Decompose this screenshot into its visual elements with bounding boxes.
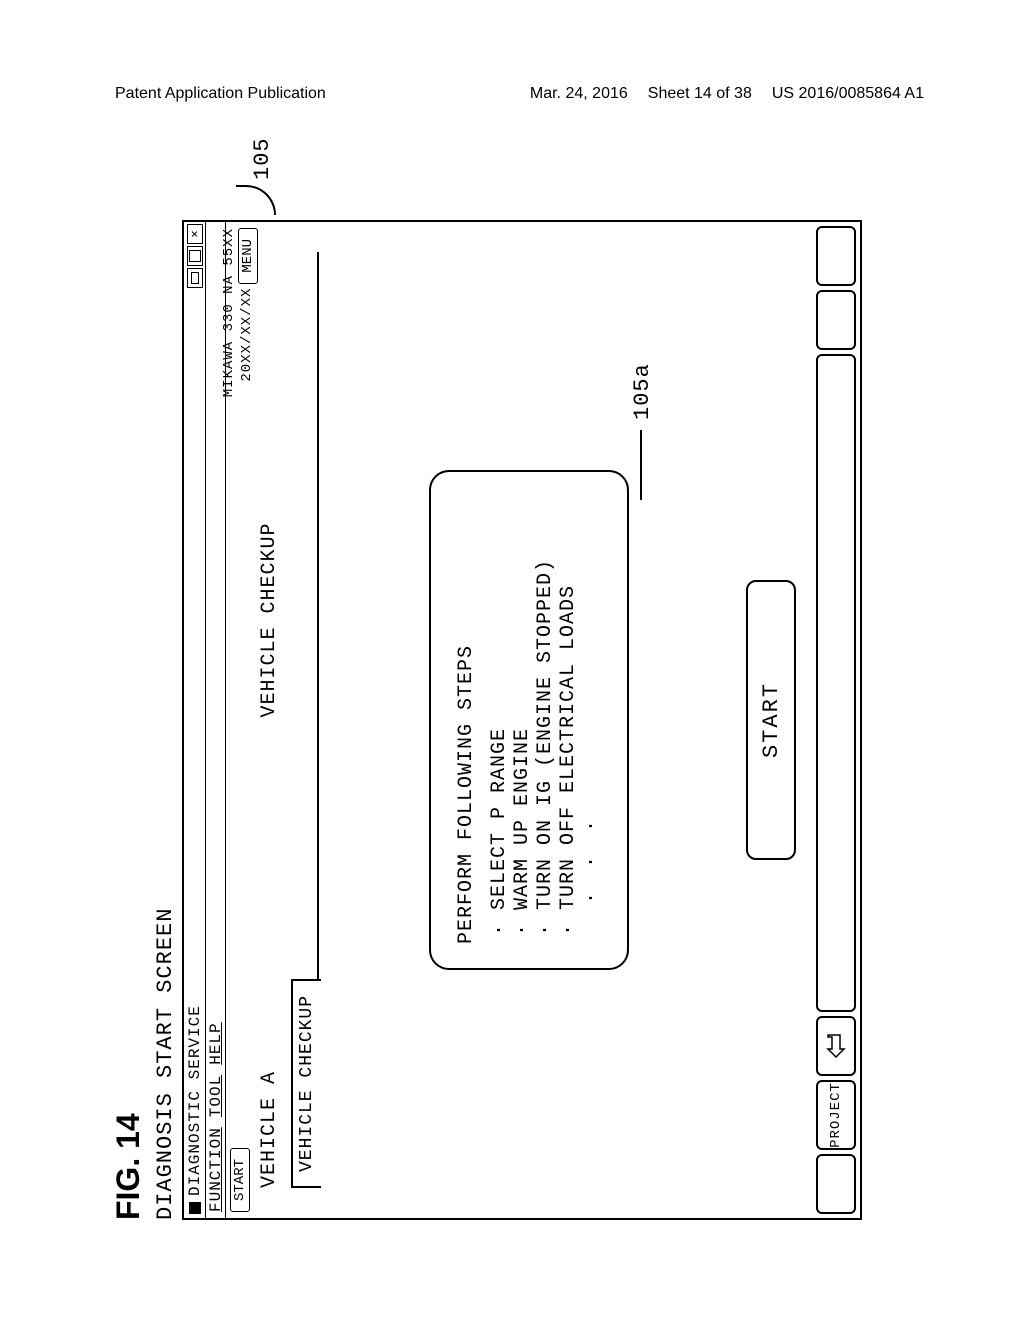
callout-105a: 105a — [630, 363, 655, 420]
pub-label: Patent Application Publication — [115, 85, 326, 103]
menu-tool[interactable]: TOOL — [207, 1075, 225, 1117]
project-label: PROJECT — [829, 1082, 843, 1148]
figure-container: FIG. 14 DIAGNOSIS START SCREEN DIAGNOSTI… — [110, 180, 890, 1220]
back-arrow-icon — [825, 1033, 847, 1059]
toolbar-start-button[interactable]: START — [230, 1148, 250, 1212]
instruction-dots: · · · — [580, 532, 603, 904]
instruction-step: · SELECT P RANGE — [488, 532, 511, 936]
start-row: START — [738, 222, 812, 1218]
instruction-step: · TURN OFF ELECTRICAL LOADS — [557, 532, 580, 936]
info-row: VEHICLE A VEHICLE CHECKUP — [254, 222, 285, 1218]
bottom-panel[interactable] — [816, 1154, 856, 1214]
header-right: Mar. 24, 2016 Sheet 14 of 38 US 2016/008… — [530, 85, 924, 103]
bottom-bar: PROJECT — [812, 222, 860, 1218]
window-title: DIAGNOSTIC SERVICE — [186, 288, 204, 1196]
screen-label: DIAGNOSIS START SCREEN — [153, 180, 178, 1220]
callout-line — [640, 430, 642, 500]
pub-date: Mar. 24, 2016 — [530, 85, 628, 103]
close-button[interactable]: ✕ — [187, 224, 203, 244]
instruction-heading: PERFORM FOLLOWING STEPS — [455, 532, 478, 944]
toolbar-right: MIKAWA 330 NA 55XX 20XX/XX/XX MENU — [222, 228, 257, 397]
content-area: PERFORM FOLLOWING STEPS · SELECT P RANGE… — [319, 222, 738, 1218]
maximize-button[interactable] — [187, 246, 203, 266]
menu-function[interactable]: FUNCTION — [207, 1127, 225, 1212]
start-button[interactable]: START — [746, 580, 796, 860]
figure-title: FIG. 14 — [110, 180, 147, 1220]
pub-number: US 2016/0085864 A1 — [772, 85, 924, 103]
bottom-panel-wide — [816, 354, 856, 1012]
bottom-panel[interactable] — [816, 226, 856, 286]
sheet-number: Sheet 14 of 38 — [648, 85, 752, 103]
callout-105: 105 — [250, 137, 275, 180]
title-bar: DIAGNOSTIC SERVICE ✕ — [184, 222, 206, 1218]
project-button[interactable]: PROJECT — [816, 1080, 856, 1150]
page-header: Patent Application Publication Mar. 24, … — [115, 85, 924, 103]
callout-curve — [236, 185, 276, 215]
bottom-panel[interactable] — [816, 290, 856, 350]
toolbar: START MIKAWA 330 NA 55XX 20XX/XX/XX MENU — [226, 222, 254, 1218]
checkup-label: VEHICLE CHECKUP — [258, 252, 281, 988]
instruction-step: · WARM UP ENGINE — [511, 532, 534, 936]
vehicle-info-text: MIKAWA 330 NA 55XX — [222, 228, 237, 397]
app-window: DIAGNOSTIC SERVICE ✕ FUNCTION TOOL HELP … — [182, 220, 862, 1220]
vehicle-label: VEHICLE A — [258, 988, 281, 1188]
tab-row: VEHICLE CHECKUP — [285, 222, 319, 1218]
app-icon — [189, 1202, 201, 1214]
minimize-button[interactable] — [187, 268, 203, 288]
back-button[interactable] — [816, 1016, 856, 1076]
instruction-step: · TURN ON IG (ENGINE STOPPED) — [534, 532, 557, 936]
window-controls: ✕ — [187, 224, 203, 288]
instruction-box: PERFORM FOLLOWING STEPS · SELECT P RANGE… — [429, 470, 629, 970]
tab-vehicle-checkup[interactable]: VEHICLE CHECKUP — [291, 979, 321, 1188]
menu-help[interactable]: HELP — [207, 1022, 225, 1064]
